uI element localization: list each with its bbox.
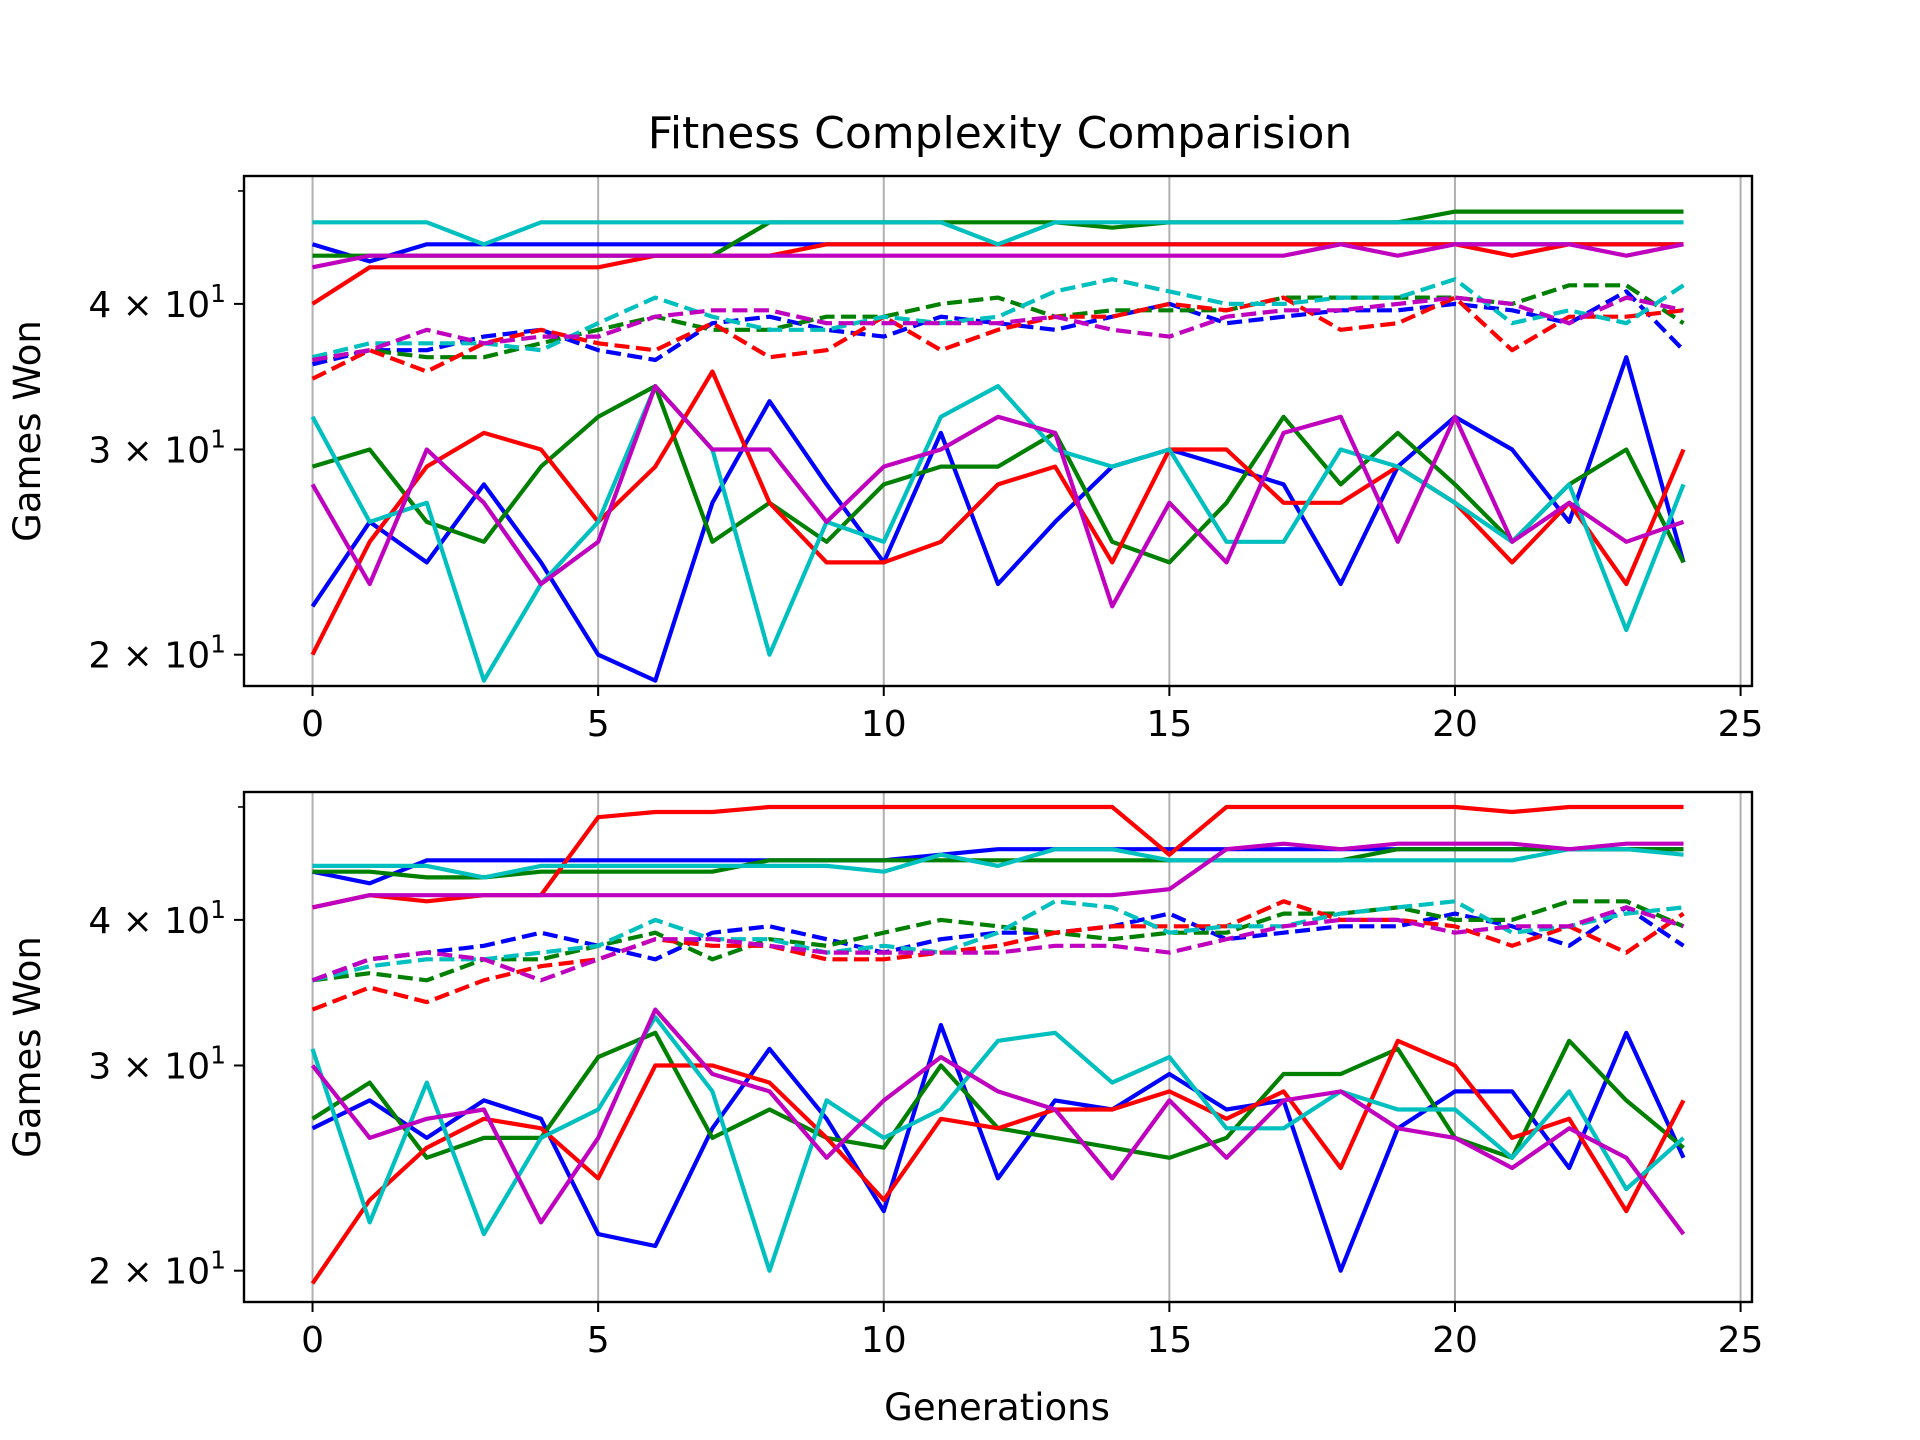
series-line-2 — [312, 847, 1684, 880]
axes-frame — [242, 174, 1754, 688]
x-tick-label-20: 20 — [1432, 704, 1478, 745]
series-line-15 — [310, 384, 1685, 609]
x-axis-label: Generations — [884, 1386, 1110, 1429]
series-line-7 — [312, 899, 1685, 983]
y-axis-label: Games Won — [6, 320, 49, 542]
x-tick-label-0: 0 — [301, 704, 324, 745]
series-line-4 — [312, 220, 1684, 247]
subplots: 0 5 10 15 20 25 2 × 101 3 × 101 4 × 101 Games Won… — [6, 174, 1764, 1361]
series-line-13 — [310, 1038, 1686, 1285]
series-line-11 — [311, 1022, 1686, 1273]
series-line-9 — [312, 277, 1685, 360]
subplot-1: 0 5 10 15 20 25 2 × 101 3 × 101 4 × 101 Games Won — [6, 174, 1764, 745]
x-tick-label-0: 0 — [301, 1320, 324, 1361]
x-tick-label-25: 25 — [1718, 704, 1764, 745]
series-line-12 — [311, 384, 1686, 565]
series-line-5 — [312, 841, 1684, 910]
x-tick-label-25: 25 — [1718, 1320, 1764, 1361]
series-line-8 — [311, 295, 1684, 381]
y-axis-label: Games Won — [6, 936, 49, 1158]
y-tick-label-20: 2 × 101 — [88, 630, 226, 677]
axes-frame — [242, 790, 1754, 1304]
x-tick-label-15: 15 — [1146, 1320, 1192, 1361]
y-tick-label-40: 4 × 101 — [88, 895, 226, 942]
chart-title: Fitness Complexity Comparision — [648, 108, 1353, 159]
series-line-7 — [312, 283, 1685, 363]
y-tick-label-40: 4 × 101 — [88, 279, 226, 326]
series-line-5 — [312, 242, 1684, 270]
x-tick-label-5: 5 — [587, 704, 610, 745]
x-tick-label-15: 15 — [1146, 704, 1192, 745]
x-tick-label-10: 10 — [861, 704, 907, 745]
series-line-6 — [311, 905, 1685, 983]
series-line-14 — [310, 1015, 1685, 1273]
series-line-15 — [310, 1007, 1686, 1236]
x-tick-label-20: 20 — [1432, 1320, 1478, 1361]
series-line-9 — [311, 899, 1684, 983]
subplot-2: 0 5 10 15 20 25 2 × 101 3 × 101 4 × 101 Games Won — [6, 790, 1764, 1361]
y-tick-label-20: 2 × 101 — [88, 1246, 226, 1293]
x-tick-label-10: 10 — [861, 1320, 907, 1361]
y-tick-label-30: 3 × 101 — [88, 1040, 226, 1087]
series-line-10 — [312, 295, 1684, 363]
x-tick-label-5: 5 — [587, 1320, 610, 1361]
series-line-4 — [312, 847, 1684, 880]
series-line-8 — [311, 899, 1685, 1012]
series-line-10 — [311, 905, 1685, 983]
y-tick-label-30: 3 × 101 — [88, 424, 226, 471]
